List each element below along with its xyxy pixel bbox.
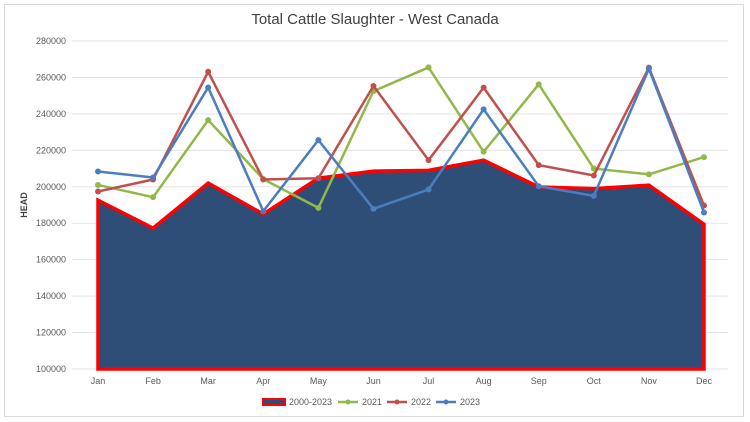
point-2022 (260, 176, 267, 183)
x-tick-label: Oct (587, 376, 602, 386)
line-2021 (97, 65, 705, 210)
legend-label: 2000-2023 (289, 397, 332, 407)
point-2021 (95, 181, 101, 188)
y-tick-label: 100000 (36, 364, 66, 374)
x-tick-label: Dec (696, 376, 713, 386)
point-2023 (150, 174, 157, 181)
x-tick-label: Jan (91, 376, 106, 386)
point-2022 (425, 157, 432, 164)
line-2022 (97, 64, 706, 207)
point-2023 (701, 209, 707, 216)
y-tick-label: 280000 (36, 36, 66, 46)
line-2023 (97, 65, 706, 214)
y-tick-label: 180000 (36, 218, 66, 228)
legend-swatch-2000-2023 (262, 398, 286, 406)
point-2023 (315, 137, 322, 144)
point-2022 (480, 84, 487, 91)
legend-marker-2022 (394, 399, 400, 405)
y-tick-label: 260000 (36, 72, 66, 82)
point-2022 (535, 162, 542, 169)
point-2021 (315, 204, 322, 211)
point-2022 (315, 175, 322, 182)
x-tick-label: Feb (145, 376, 161, 386)
point-2021 (480, 148, 487, 155)
point-2022 (590, 172, 597, 179)
x-tick-label: May (310, 376, 328, 386)
point-2023 (260, 208, 267, 215)
point-2022 (370, 83, 377, 90)
chart-frame (4, 4, 744, 417)
legend-label: 2023 (460, 397, 480, 407)
y-tick-label: 120000 (36, 328, 66, 338)
point-2021 (645, 171, 652, 178)
x-tick-label: Jun (366, 376, 381, 386)
y-axis-label: HEAD (19, 192, 29, 218)
point-2021 (150, 194, 157, 201)
point-2023 (480, 106, 487, 113)
legend-marker-2023 (443, 399, 449, 405)
point-2021 (535, 81, 542, 88)
x-tick-label: Mar (200, 376, 216, 386)
point-2023 (425, 186, 432, 193)
point-2023 (370, 205, 377, 212)
y-tick-label: 240000 (36, 109, 66, 119)
x-tick-label: Nov (641, 376, 658, 386)
chart-title: Total Cattle Slaughter - West Canada (251, 11, 499, 28)
x-tick-label: Jul (423, 376, 435, 386)
x-tick-label: Aug (476, 376, 492, 386)
point-2023 (645, 65, 652, 72)
point-2023 (205, 84, 212, 91)
point-2021 (701, 154, 707, 161)
y-tick-label: 200000 (36, 182, 66, 192)
point-2023 (95, 168, 101, 175)
point-2022 (205, 68, 212, 75)
point-2021 (425, 64, 432, 71)
x-tick-label: Sep (531, 376, 547, 386)
x-tick-label: Apr (256, 376, 270, 386)
y-tick-label: 140000 (36, 291, 66, 301)
legend-label: 2021 (362, 397, 382, 407)
point-2022 (95, 188, 101, 195)
legend-label: 2022 (411, 397, 431, 407)
legend-marker-2021 (345, 399, 351, 405)
y-tick-label: 160000 (36, 255, 66, 265)
point-2023 (535, 183, 542, 190)
point-2021 (205, 117, 212, 124)
y-tick-label: 220000 (36, 145, 66, 155)
area-2000-2023 (96, 158, 706, 371)
point-2023 (590, 192, 597, 199)
